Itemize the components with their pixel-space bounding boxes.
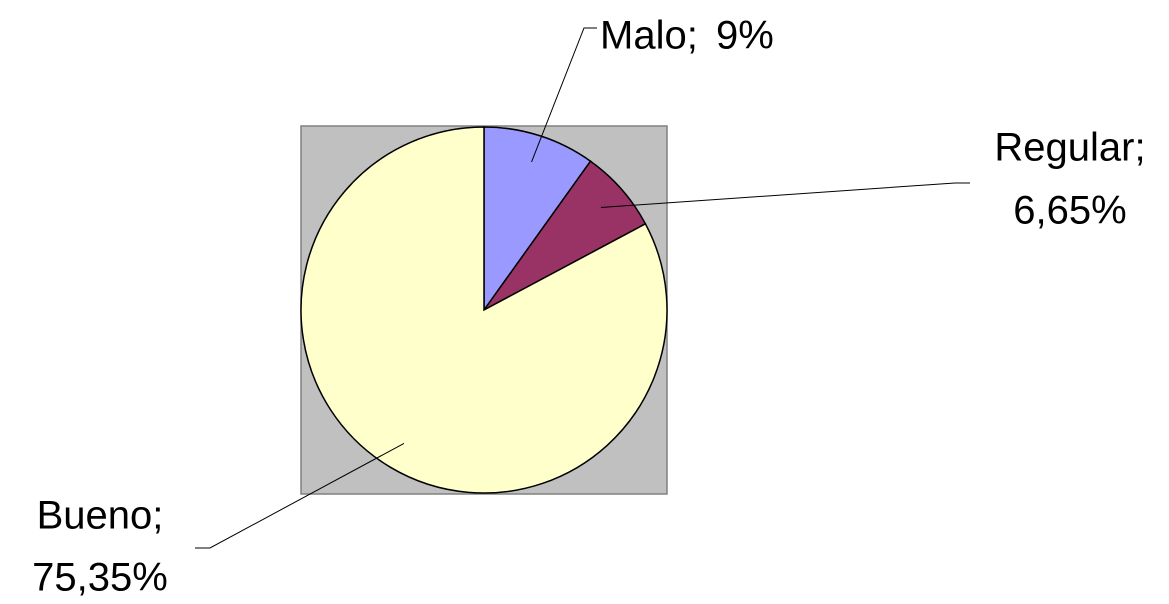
leader-line xyxy=(531,27,597,163)
value-label: 9% xyxy=(716,14,774,58)
category-label: Bueno; xyxy=(37,494,164,538)
pie-slice xyxy=(483,126,592,313)
value-label: 75,35% xyxy=(32,556,168,600)
pie-slice xyxy=(300,126,668,494)
category-label: Regular; xyxy=(994,126,1145,170)
category-label: Malo; xyxy=(600,14,698,58)
leader-line xyxy=(195,442,405,549)
value-label: 6,65% xyxy=(1013,189,1126,233)
leader-line xyxy=(600,182,970,208)
